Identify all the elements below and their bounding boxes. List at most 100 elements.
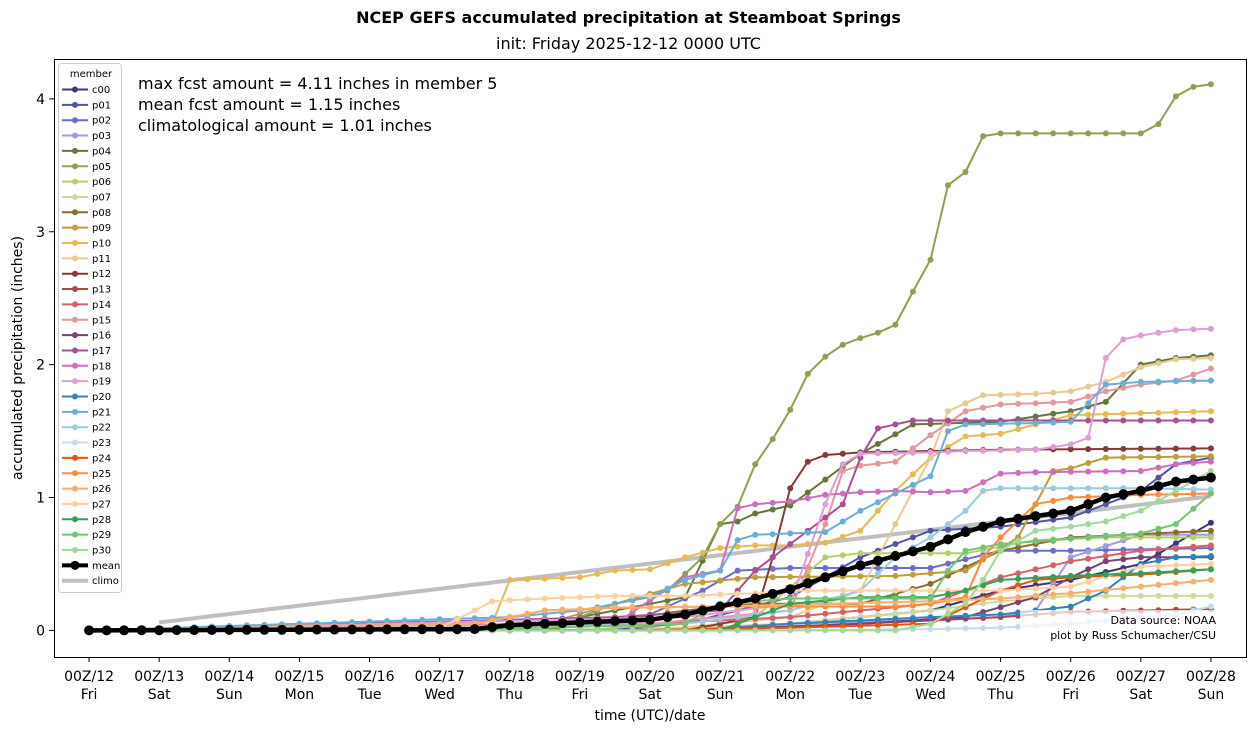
data-point-p06 xyxy=(1155,534,1162,541)
data-point-p29 xyxy=(1050,537,1057,544)
data-point-p05 xyxy=(1190,83,1197,90)
data-point-p18 xyxy=(804,495,811,502)
data-point-p09 xyxy=(1190,453,1197,460)
data-point-p09 xyxy=(927,570,934,577)
data-point-p27 xyxy=(1207,561,1214,567)
x-tick-label: 00Z/20 xyxy=(625,669,675,685)
data-point-p28 xyxy=(997,576,1004,583)
data-point-p10 xyxy=(857,527,864,534)
data-point-p11 xyxy=(1085,383,1092,390)
data-point-p26 xyxy=(1085,588,1092,595)
data-point-p20 xyxy=(804,619,811,626)
x-tick-day-label: Sun xyxy=(216,687,243,703)
legend-entry-p11: p11 xyxy=(62,254,111,265)
y-tick-label: 3 xyxy=(36,225,45,241)
data-point-mean xyxy=(872,555,883,566)
legend-swatch-marker xyxy=(72,132,78,139)
data-point-p17 xyxy=(1137,417,1144,424)
data-point-p30 xyxy=(1085,521,1092,528)
data-point-p09 xyxy=(787,573,794,580)
data-point-p21 xyxy=(980,421,987,428)
data-point-p05 xyxy=(892,321,899,328)
data-point-p22 xyxy=(717,616,724,623)
data-point-p10 xyxy=(1190,408,1197,415)
data-point-p30 xyxy=(1120,513,1127,520)
data-point-p29 xyxy=(962,547,969,554)
y-axis: 0 1 2 3 4 xyxy=(36,92,54,639)
data-point-p01 xyxy=(909,534,916,541)
data-point-p07 xyxy=(1102,592,1109,599)
data-point-p17 xyxy=(1190,417,1197,424)
data-point-p04 xyxy=(752,510,759,517)
data-point-mean xyxy=(259,624,270,635)
data-point-p30 xyxy=(892,627,899,634)
data-point-p01 xyxy=(1067,514,1074,521)
data-point-p18 xyxy=(1015,469,1022,476)
data-point-p20 xyxy=(839,618,846,625)
data-point-mean xyxy=(767,588,778,599)
data-point-p17 xyxy=(945,417,951,424)
data-point-p10 xyxy=(576,574,583,581)
data-point-p14 xyxy=(1050,562,1057,569)
data-point-mean xyxy=(119,625,130,636)
data-point-p30 xyxy=(980,576,987,583)
data-point-p20 xyxy=(962,612,969,619)
data-point-p21 xyxy=(1050,419,1057,426)
data-point-p17 xyxy=(909,417,916,424)
legend-swatch-marker xyxy=(72,178,78,185)
data-point-p18 xyxy=(1190,460,1197,466)
legend-title: member xyxy=(70,69,113,80)
data-point-p29 xyxy=(927,595,934,602)
data-point-p18 xyxy=(1172,461,1179,468)
data-point-p21 xyxy=(1137,378,1144,385)
data-point-p17 xyxy=(892,421,899,428)
data-point-p21 xyxy=(1155,378,1162,385)
data-point-p05 xyxy=(1015,130,1022,137)
data-point-p10 xyxy=(682,554,689,561)
data-point-p09 xyxy=(769,574,776,581)
data-point-p26 xyxy=(559,606,566,613)
data-point-p29 xyxy=(839,595,846,602)
data-point-p18 xyxy=(945,488,951,495)
x-tick-day-label: Wed xyxy=(915,687,946,703)
data-point-p28 xyxy=(1172,568,1179,575)
legend-label: p30 xyxy=(92,546,111,557)
data-point-p30 xyxy=(734,627,741,634)
data-point-p10 xyxy=(769,542,776,549)
data-point-p09 xyxy=(752,574,759,581)
data-point-p11 xyxy=(1155,360,1162,367)
data-point-p10 xyxy=(1067,412,1074,419)
data-point-p20 xyxy=(1085,595,1092,602)
x-tick-day-label: Fri xyxy=(572,687,589,703)
data-point-p05 xyxy=(962,169,969,175)
data-point-p11 xyxy=(997,391,1004,398)
data-point-p29 xyxy=(1207,490,1214,497)
legend-label: p22 xyxy=(92,423,111,434)
data-point-p10 xyxy=(804,541,811,547)
x-tick-label: 00Z/28 xyxy=(1186,669,1236,685)
data-point-mean xyxy=(907,546,918,557)
data-point-p05 xyxy=(839,341,846,348)
data-point-p29 xyxy=(1102,533,1109,540)
data-point-p16 xyxy=(1102,558,1109,565)
data-point-mean xyxy=(399,624,410,635)
data-point-p16 xyxy=(1137,554,1144,561)
data-point-p29 xyxy=(804,595,811,602)
data-point-p06 xyxy=(822,554,829,561)
data-point-p29 xyxy=(1085,534,1092,541)
data-point-p28 xyxy=(1190,567,1197,574)
data-point-p19 xyxy=(997,447,1004,454)
data-point-p08 xyxy=(1172,529,1179,536)
legend-swatch-marker xyxy=(72,193,78,200)
x-tick-day-label: Mon xyxy=(775,687,805,703)
data-point-p18 xyxy=(857,489,864,496)
data-point-p30 xyxy=(717,627,724,634)
data-point-p18 xyxy=(1155,464,1162,471)
legend-swatch-marker xyxy=(72,424,78,431)
data-point-p21 xyxy=(1172,378,1179,385)
data-point-p14 xyxy=(804,612,811,619)
data-point-p28 xyxy=(769,607,776,614)
legend-swatch-marker xyxy=(72,117,78,124)
data-point-mean xyxy=(154,625,165,636)
data-point-p30 xyxy=(822,627,829,634)
